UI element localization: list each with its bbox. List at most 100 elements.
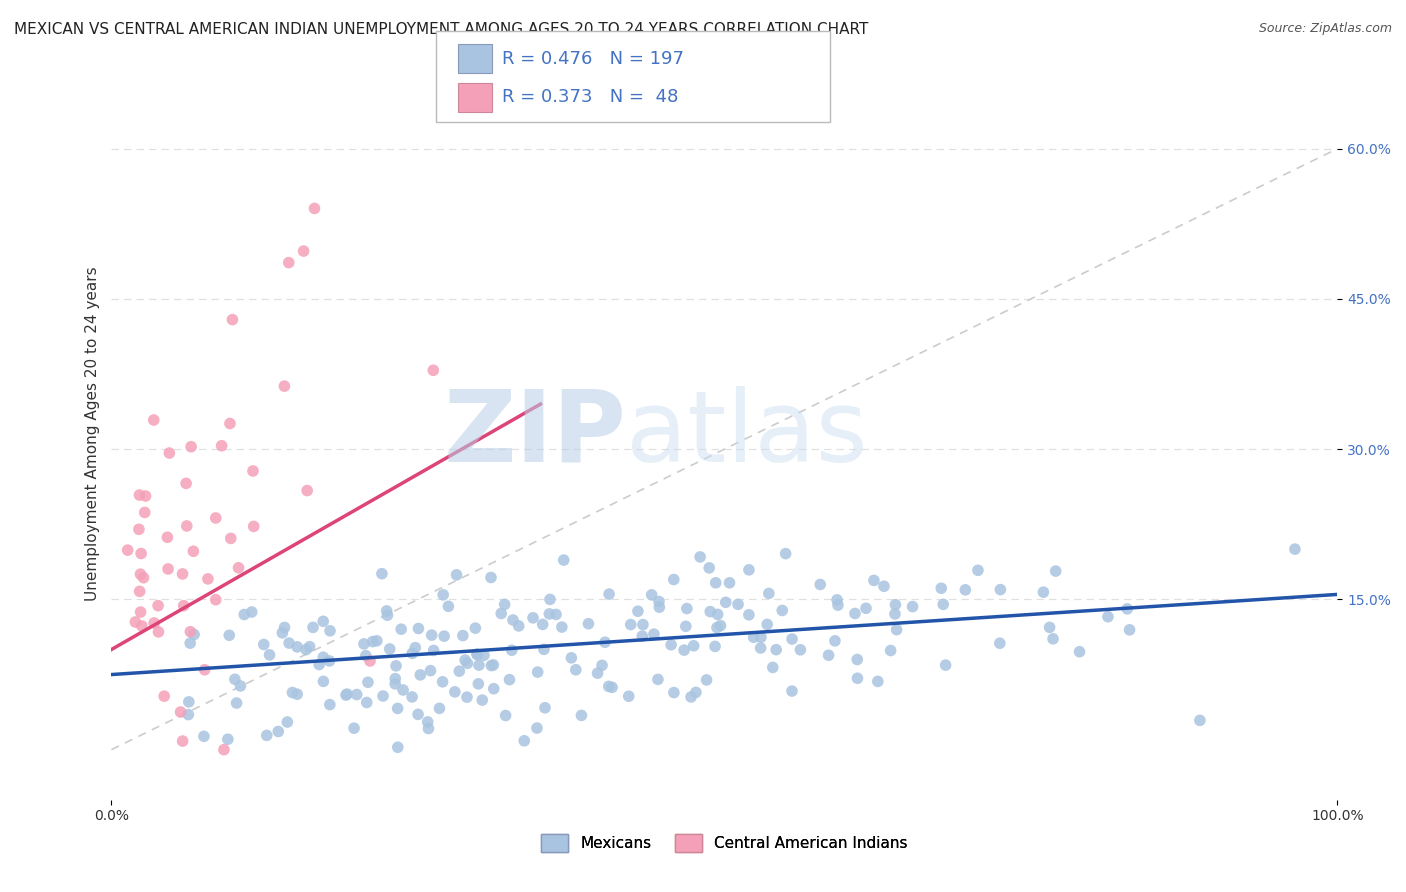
Point <box>1116 602 1139 616</box>
Point <box>180 440 202 454</box>
Point <box>526 721 548 735</box>
Text: MEXICAN VS CENTRAL AMERICAN INDIAN UNEMPLOYMENT AMONG AGES 20 TO 24 YEARS CORREL: MEXICAN VS CENTRAL AMERICAN INDIAN UNEMP… <box>14 22 869 37</box>
Point <box>273 379 295 393</box>
Point <box>401 690 423 704</box>
Point <box>967 563 990 577</box>
Point <box>846 652 869 666</box>
Point <box>437 599 460 614</box>
Point <box>124 615 146 629</box>
Point <box>844 607 866 621</box>
Point <box>221 312 243 326</box>
Point <box>292 244 315 258</box>
Point <box>422 363 444 377</box>
Point <box>565 663 588 677</box>
Point <box>278 636 301 650</box>
Point <box>825 592 848 607</box>
Point <box>538 592 561 607</box>
Point <box>479 570 502 584</box>
Point <box>648 600 671 615</box>
Point <box>697 561 720 575</box>
Point <box>704 575 727 590</box>
Point <box>177 707 200 722</box>
Point <box>229 679 252 693</box>
Point <box>1045 564 1067 578</box>
Point <box>197 572 219 586</box>
Point <box>467 677 489 691</box>
Point <box>225 696 247 710</box>
Point <box>281 685 304 699</box>
Point <box>526 665 548 679</box>
Text: Source: ZipAtlas.com: Source: ZipAtlas.com <box>1258 22 1392 36</box>
Point <box>501 643 523 657</box>
Point <box>432 674 454 689</box>
Point <box>377 608 399 623</box>
Point <box>172 734 194 748</box>
Point <box>990 582 1012 597</box>
Point <box>419 664 441 678</box>
Point <box>598 679 620 693</box>
Point <box>593 635 616 649</box>
Point <box>762 660 785 674</box>
Point <box>620 617 643 632</box>
Point <box>706 621 728 635</box>
Point <box>709 618 731 632</box>
Point <box>727 598 749 612</box>
Point <box>177 695 200 709</box>
Point <box>312 674 335 689</box>
Point <box>681 690 703 704</box>
Point <box>553 553 575 567</box>
Point <box>256 728 278 742</box>
Point <box>738 607 761 622</box>
Point <box>1284 542 1306 557</box>
Point <box>204 511 226 525</box>
Point <box>219 417 242 431</box>
Point <box>389 622 412 636</box>
Point <box>467 648 489 662</box>
Point <box>353 637 375 651</box>
Point <box>479 658 502 673</box>
Point <box>404 640 426 655</box>
Point <box>1069 645 1091 659</box>
Point <box>464 621 486 635</box>
Point <box>489 607 512 621</box>
Point <box>758 586 780 600</box>
Point <box>444 685 467 699</box>
Point <box>354 648 377 663</box>
Point <box>295 483 318 498</box>
Point <box>494 598 516 612</box>
Point <box>183 627 205 641</box>
Point <box>617 690 640 704</box>
Point <box>495 708 517 723</box>
Point <box>704 640 727 654</box>
Point <box>451 629 474 643</box>
Point <box>551 620 574 634</box>
Legend: Mexicans, Central American Indians: Mexicans, Central American Indians <box>534 828 914 858</box>
Point <box>242 464 264 478</box>
Point <box>534 700 557 714</box>
Point <box>356 696 378 710</box>
Point <box>627 604 650 618</box>
Point <box>142 413 165 427</box>
Point <box>699 605 721 619</box>
Point <box>662 573 685 587</box>
Point <box>371 566 394 581</box>
Point <box>886 623 908 637</box>
Point <box>513 733 536 747</box>
Point <box>319 624 342 638</box>
Point <box>472 648 495 663</box>
Point <box>375 604 398 618</box>
Point <box>685 685 707 699</box>
Point <box>336 687 359 701</box>
Point <box>378 642 401 657</box>
Point <box>228 561 250 575</box>
Point <box>689 549 711 564</box>
Point <box>640 588 662 602</box>
Point <box>468 658 491 673</box>
Point <box>193 729 215 743</box>
Point <box>194 663 217 677</box>
Point <box>253 638 276 652</box>
Point <box>387 701 409 715</box>
Point <box>418 722 440 736</box>
Point <box>1097 609 1119 624</box>
Point <box>169 705 191 719</box>
